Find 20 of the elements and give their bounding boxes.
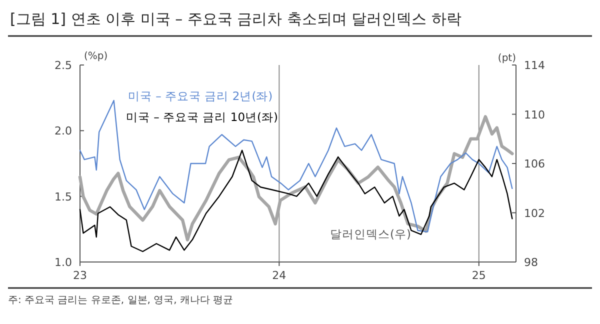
- series-label: 미국 – 주요국 금리 2년(좌): [128, 89, 273, 103]
- y-tick-label: 2.0: [54, 124, 72, 138]
- x-tick-label: 25: [472, 269, 486, 282]
- y2-tick-label: 98: [524, 256, 538, 269]
- y2-axis-title: (pt): [498, 53, 516, 64]
- x-tick-label: 23: [73, 269, 87, 282]
- y-tick-label: 1.5: [54, 190, 72, 204]
- y2-tick-label: 106: [524, 158, 545, 170]
- text: 미국 – 주요국 금리 10년(좌): [126, 110, 278, 124]
- y2-tick-label: 110: [524, 108, 545, 122]
- text: 주: 주요국 금리는 유로존, 일본, 영국, 캐나다 평균: [8, 295, 234, 306]
- line-series: [79, 150, 513, 252]
- chart-title: [그림 1] 연초 이후 미국 – 주요국 금리차 축소되며 달러인덱스 하락: [10, 10, 462, 28]
- y2-tick-label: 102: [524, 206, 545, 220]
- y-axis-title: (%p): [84, 51, 108, 62]
- y2-tick-label: 114: [524, 59, 545, 72]
- y-tick-label: 2.5: [54, 59, 72, 72]
- y-tick-label: 1.0: [54, 256, 72, 269]
- x-tick-label: 24: [272, 269, 286, 282]
- series-label: 달러인덱스(우): [330, 227, 411, 241]
